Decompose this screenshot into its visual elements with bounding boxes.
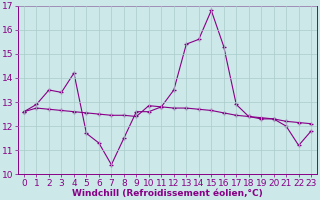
X-axis label: Windchill (Refroidissement éolien,°C): Windchill (Refroidissement éolien,°C) (72, 189, 263, 198)
